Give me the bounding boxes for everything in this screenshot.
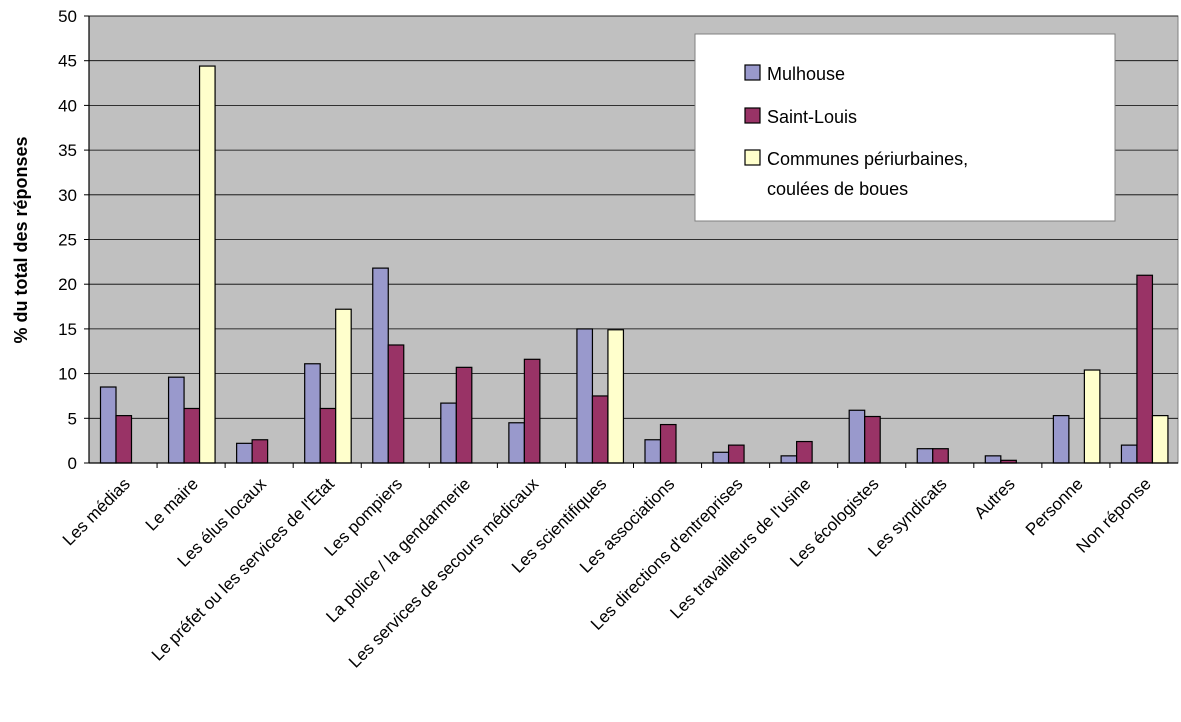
y-tick-label: 0	[68, 454, 77, 473]
x-tick-label: Le maire	[142, 474, 202, 534]
bar	[1151, 415, 1169, 464]
bar	[984, 455, 1002, 464]
y-tick-label: 30	[58, 186, 77, 205]
bar	[387, 344, 405, 464]
y-tick-label: 40	[58, 96, 77, 115]
bar	[335, 308, 352, 464]
x-tick-label: Personne	[1022, 474, 1087, 539]
bar	[236, 442, 253, 464]
bar	[319, 407, 337, 464]
bar	[780, 455, 798, 464]
legend-label-communes-line2: coulées de boues	[767, 179, 908, 199]
x-tick-label: La police / la gendarmerie	[322, 474, 474, 626]
bar	[712, 451, 730, 464]
y-tick-label: 35	[58, 141, 77, 160]
bar	[576, 328, 594, 464]
bar	[796, 440, 813, 464]
legend-label-communes-line1: Communes périurbaines,	[767, 149, 968, 169]
legend: Mulhouse Saint-Louis Communes périurbain…	[694, 33, 1116, 222]
y-tick-label: 20	[58, 275, 77, 294]
bar	[659, 423, 677, 464]
bar	[848, 409, 866, 464]
bar	[1052, 415, 1070, 464]
bar	[932, 448, 949, 464]
x-tick-label: Les travailleurs de l'usine	[666, 474, 814, 622]
bar	[607, 329, 625, 464]
legend-swatch-saint-louis	[744, 107, 761, 124]
y-axis-ticks: 0 5 10 15 20 25 30 35 40 45 50	[58, 7, 89, 473]
bar	[1120, 444, 1138, 464]
legend-label-mulhouse: Mulhouse	[767, 64, 845, 84]
bar	[198, 65, 216, 464]
x-tick-label: Autres	[970, 474, 1018, 522]
legend-swatch-communes	[744, 149, 761, 166]
bar	[644, 439, 662, 464]
legend-swatch-mulhouse	[744, 64, 761, 81]
bar	[508, 422, 525, 464]
bar	[304, 363, 321, 464]
bar	[1083, 369, 1101, 464]
bar	[591, 395, 609, 464]
bar	[727, 444, 745, 464]
x-tick-label: Les médias	[59, 474, 134, 549]
bar	[455, 366, 473, 464]
bar	[99, 386, 117, 464]
bar	[916, 448, 934, 464]
y-tick-label: 25	[58, 231, 77, 250]
y-tick-label: 5	[68, 409, 77, 428]
y-tick-label: 10	[58, 365, 77, 384]
bar	[523, 358, 541, 464]
bar	[864, 415, 881, 464]
bar	[1136, 274, 1154, 464]
y-tick-label: 15	[58, 320, 77, 339]
bar	[440, 402, 457, 464]
bars	[99, 65, 1169, 464]
bar	[372, 267, 389, 464]
bar	[251, 439, 269, 464]
bar	[115, 415, 133, 464]
bar	[167, 376, 185, 464]
y-tick-label: 45	[58, 52, 77, 71]
y-tick-label: 50	[58, 7, 77, 26]
legend-box	[694, 33, 1116, 222]
bar	[183, 407, 201, 464]
y-axis-label: % du total des réponses	[11, 136, 31, 343]
legend-label-saint-louis: Saint-Louis	[767, 107, 857, 127]
